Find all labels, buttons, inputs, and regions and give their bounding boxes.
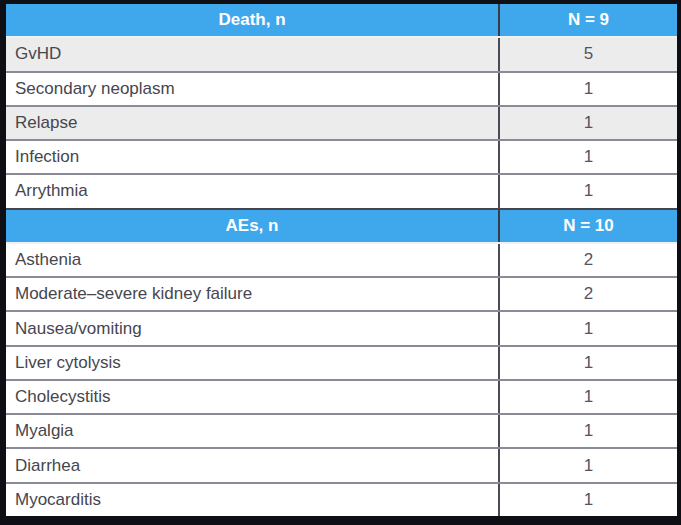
row-label-cell: Moderate–severe kidney failure	[6, 278, 500, 310]
table-row: Cholecystitis 1	[6, 379, 677, 413]
table-row: Moderate–severe kidney failure 2	[6, 276, 677, 310]
section-header-count: N = 10	[500, 210, 677, 242]
table-row: Myocarditis 1	[6, 482, 677, 516]
table-row: Infection 1	[6, 139, 677, 173]
row-value-cell: 1	[500, 381, 677, 413]
row-value-cell: 5	[500, 38, 677, 70]
section-header-title: AEs, n	[6, 210, 500, 242]
row-value-cell: 1	[500, 141, 677, 173]
row-label-cell: Arrythmia	[6, 175, 500, 207]
table-row: Diarrhea 1	[6, 447, 677, 481]
row-label-cell: GvHD	[6, 38, 500, 70]
row-value-cell: 1	[500, 73, 677, 105]
table-row: Myalgia 1	[6, 413, 677, 447]
section-header-row-aes: AEs, n N = 10	[6, 208, 677, 242]
row-label-cell: Cholecystitis	[6, 381, 500, 413]
row-value-cell: 2	[500, 244, 677, 276]
row-label-cell: Asthenia	[6, 244, 500, 276]
row-label-cell: Infection	[6, 141, 500, 173]
row-value-cell: 1	[500, 107, 677, 139]
table-row: Asthenia 2	[6, 242, 677, 276]
row-value-cell: 1	[500, 449, 677, 481]
table-row: Nausea/vomiting 1	[6, 310, 677, 344]
row-value-cell: 1	[500, 175, 677, 207]
death-aes-table: Death, n N = 9 GvHD 5 Secondary neoplasm…	[6, 4, 677, 516]
row-value-cell: 1	[500, 484, 677, 516]
table-row: Liver cytolysis 1	[6, 345, 677, 379]
row-label-cell: Myalgia	[6, 415, 500, 447]
row-label-cell: Liver cytolysis	[6, 347, 500, 379]
row-value-cell: 1	[500, 312, 677, 344]
section-header-row-death: Death, n N = 9	[6, 4, 677, 36]
section-header-title: Death, n	[6, 4, 500, 36]
section-header-count: N = 9	[500, 4, 677, 36]
row-label-cell: Secondary neoplasm	[6, 73, 500, 105]
row-value-cell: 1	[500, 415, 677, 447]
row-label-cell: Diarrhea	[6, 449, 500, 481]
table-row: Relapse 1	[6, 105, 677, 139]
table-row: Secondary neoplasm 1	[6, 71, 677, 105]
table-row: Arrythmia 1	[6, 173, 677, 207]
table-row: GvHD 5	[6, 36, 677, 70]
row-label-cell: Nausea/vomiting	[6, 312, 500, 344]
row-label-cell: Relapse	[6, 107, 500, 139]
row-value-cell: 1	[500, 347, 677, 379]
table-outer-frame: Death, n N = 9 GvHD 5 Secondary neoplasm…	[0, 0, 681, 525]
row-value-cell: 2	[500, 278, 677, 310]
row-label-cell: Myocarditis	[6, 484, 500, 516]
